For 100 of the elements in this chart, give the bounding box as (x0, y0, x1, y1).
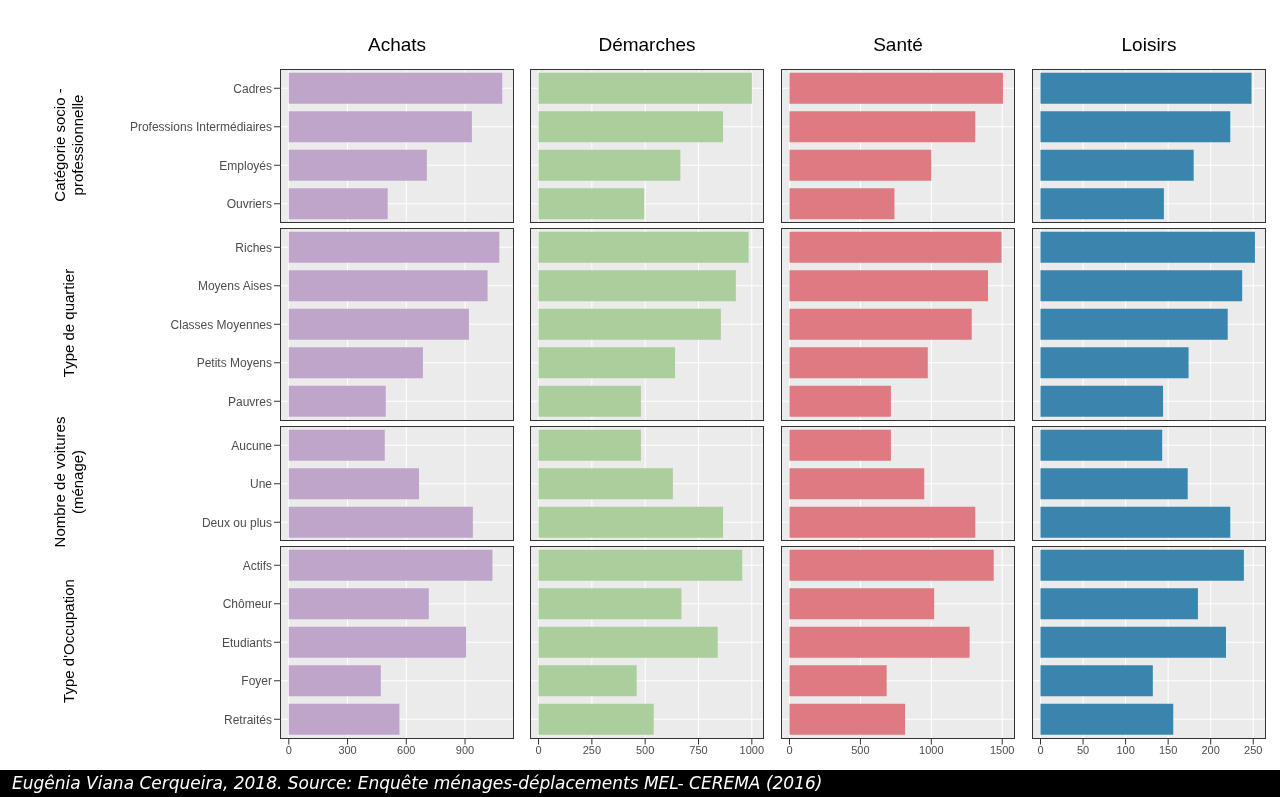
bar (789, 385, 891, 417)
bar (1040, 308, 1228, 340)
y-tick-label: Cadres (233, 81, 272, 96)
bar (789, 231, 1002, 263)
x-tick-label: 250 (582, 744, 602, 757)
bar (538, 149, 681, 181)
bar (1040, 72, 1252, 104)
x-tick-label: 500 (851, 744, 870, 757)
bar (538, 385, 641, 417)
text: Eugênia Viana Cerqueira, 2018. Source: Enquête ménages-déplacements MEL- CEREMA (2016) (12, 773, 823, 793)
bar (1040, 665, 1153, 697)
bar (288, 188, 388, 220)
bar (288, 549, 493, 581)
bar (538, 549, 743, 581)
bar (789, 665, 887, 697)
bar (288, 270, 488, 302)
bar (288, 385, 386, 417)
bar (538, 347, 676, 379)
chart-title: Loisirs (1120, 34, 1178, 56)
bar (789, 347, 928, 379)
chart-title: Démarches (597, 34, 697, 56)
bar (789, 149, 932, 181)
bar (789, 270, 989, 302)
x-tick-label: 250 (1244, 744, 1263, 757)
chart-title: Santé (872, 34, 924, 56)
x-tick-label: 600 (397, 744, 416, 757)
x-tick-label: 0 (285, 744, 292, 757)
y-tick-label: Chômeur (222, 597, 272, 612)
bar (288, 231, 500, 263)
bar (1040, 111, 1231, 143)
bar (1040, 588, 1198, 620)
x-tick-label: 1000 (739, 744, 765, 757)
y-tick-label: Une (249, 476, 273, 491)
bar (789, 549, 994, 581)
x-tick-label: 100 (1116, 744, 1135, 757)
chart-title: Achats (366, 34, 428, 56)
bar (288, 588, 429, 620)
bar (1040, 549, 1244, 581)
x-tick-label: 1000 (919, 744, 944, 757)
bar (288, 626, 467, 658)
bar (288, 72, 503, 104)
bar (538, 111, 724, 143)
bar (1040, 270, 1243, 302)
y-tick-label: Riches (235, 240, 272, 255)
bar (1040, 703, 1174, 735)
x-tick-label: 500 (636, 744, 655, 757)
y-tick-label: Retraités (223, 712, 272, 727)
bar (789, 703, 906, 735)
bar (288, 703, 400, 735)
bar (288, 308, 469, 340)
bar (789, 588, 935, 620)
bar (288, 149, 427, 181)
bar (288, 111, 472, 143)
bar (1040, 231, 1255, 263)
x-tick-label: 1500 (989, 744, 1015, 757)
x-tick-label: 0 (535, 744, 542, 757)
bar (538, 665, 637, 697)
bar (789, 308, 972, 340)
y-tick-label: Pauvres (227, 394, 272, 409)
y-tick-label: Professions Intermédiaires (129, 120, 272, 135)
bar (288, 665, 381, 697)
x-tick-label: 900 (455, 744, 475, 757)
bar (1040, 626, 1227, 658)
y-tick-label: Employés (219, 158, 272, 173)
y-tick-label: Classes Moyennes (170, 317, 272, 332)
bar (538, 626, 718, 658)
bar (538, 308, 721, 340)
bar (1040, 188, 1164, 220)
x-tick-label: 0 (1037, 744, 1044, 757)
y-tick-label: Actifs (242, 558, 272, 573)
bar (789, 626, 970, 658)
x-tick-label: 0 (786, 744, 793, 757)
bar (538, 588, 682, 620)
y-axis-title: Catégorie socio -professionnelle (51, 87, 87, 204)
bar (538, 188, 645, 220)
y-tick-label: Moyens Aises (197, 279, 272, 294)
y-axis-title: Type de quartier (60, 269, 78, 378)
y-tick-label: Deux ou plus (201, 515, 272, 530)
bar (789, 188, 895, 220)
bar (538, 231, 749, 263)
y-axis-title: Type d'Occupation (60, 579, 78, 704)
bar (288, 347, 423, 379)
bar (538, 270, 736, 302)
y-axis-title: Nombre de voitures (ménage) (51, 415, 87, 550)
y-tick-label: Ouvriers (226, 197, 272, 212)
y-tick-label: Foyer (241, 674, 272, 689)
bar (538, 703, 654, 735)
y-tick-label: Etudiants (221, 635, 272, 650)
x-tick-label: 150 (1158, 744, 1178, 757)
bar (1040, 347, 1189, 379)
bar (789, 111, 976, 143)
x-tick-label: 300 (338, 744, 357, 757)
y-tick-label: Aucune (231, 438, 273, 453)
bar (789, 72, 1003, 104)
bar (538, 72, 752, 104)
y-tick-label: Petits Moyens (196, 356, 272, 371)
bar (1040, 385, 1164, 417)
x-tick-label: 200 (1201, 744, 1220, 757)
x-tick-label: 750 (689, 744, 708, 757)
bar (1040, 149, 1194, 181)
